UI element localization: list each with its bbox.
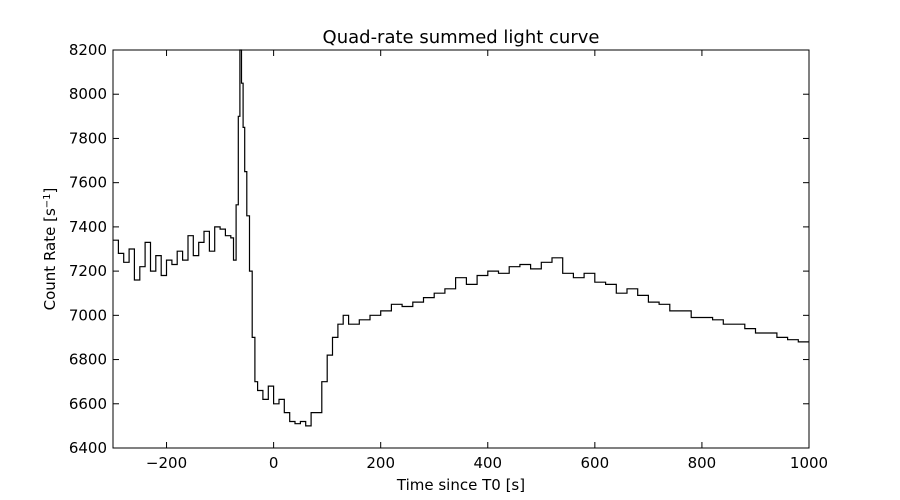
y-tick-label: 7200	[69, 262, 107, 280]
y-tick-label: 7000	[69, 306, 107, 324]
y-axis: 6400 6600 6800 7000 7200 7400 7600 7800 8000 8200	[69, 41, 809, 457]
y-tick-label: 6600	[69, 395, 107, 413]
plot-area	[113, 49, 809, 427]
x-tick-label: 800	[688, 454, 717, 472]
y-tick-label: 8000	[69, 85, 107, 103]
light-curve-series-0	[113, 49, 809, 427]
x-tick-label: 400	[473, 454, 502, 472]
y-tick-label: 6400	[69, 439, 107, 457]
x-tick-label: −200	[146, 454, 187, 472]
y-axis-title: Count Rate [s−1]	[41, 188, 59, 311]
y-axis-title-end: ]	[41, 188, 59, 194]
y-axis-title-sup: −1	[42, 193, 53, 208]
plot-frame	[112, 49, 810, 449]
x-tick-label: 600	[581, 454, 610, 472]
x-axis-title: Time since T0 [s]	[396, 476, 525, 494]
y-tick-label: 6800	[69, 351, 107, 369]
y-axis-title-main: Count Rate [s	[41, 208, 59, 310]
y-tick-label: 7400	[69, 218, 107, 236]
x-tick-label: 1000	[790, 454, 828, 472]
x-tick-label: 200	[366, 454, 395, 472]
x-tick-label: 0	[269, 454, 279, 472]
x-axis: −200 0 200 400 600 800 1000	[146, 50, 828, 472]
y-tick-label: 7600	[69, 174, 107, 192]
y-tick-label: 8200	[69, 41, 107, 59]
y-tick-label: 7800	[69, 129, 107, 147]
chart-title: Quad-rate summed light curve	[323, 27, 600, 48]
